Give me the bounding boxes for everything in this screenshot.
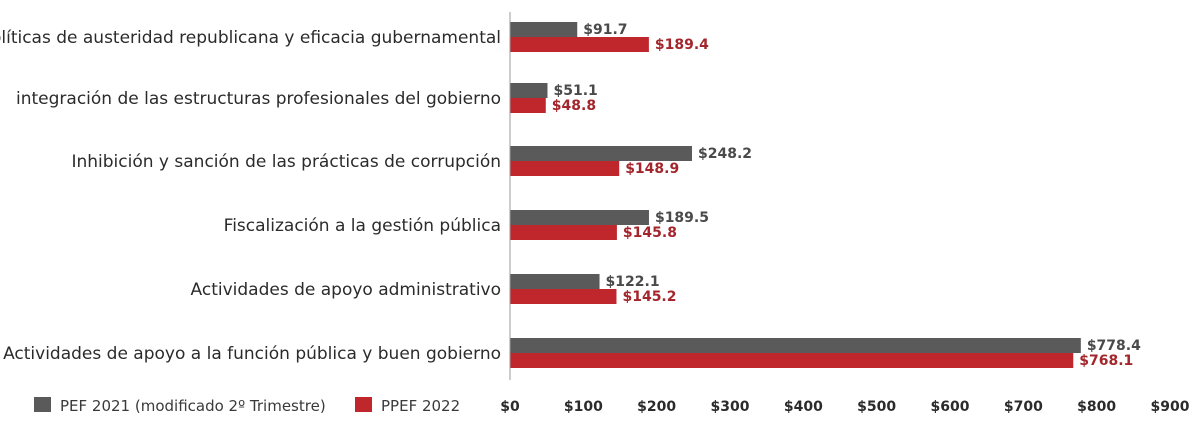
data-label-pef-2021: $189.5 xyxy=(655,210,709,226)
category-label: Inhibición y sanción de las prácticas de… xyxy=(71,152,501,172)
data-label-ppef-2022: $145.8 xyxy=(623,225,677,241)
data-label-pef-2021: $248.2 xyxy=(698,146,752,162)
bar-pef-2021 xyxy=(510,338,1081,353)
category-label: Políticas de austeridad republicana y ef… xyxy=(0,28,501,48)
bar-pef-2021 xyxy=(510,146,693,161)
legend-label-ppef-2022: PPEF 2022 xyxy=(381,397,460,415)
bar-ppef-2022 xyxy=(510,98,546,113)
bar-ppef-2022 xyxy=(510,353,1074,368)
value-labels: $91.7$189.4$51.1$48.8$248.2$148.9$189.5$… xyxy=(552,22,1141,369)
bar-ppef-2022 xyxy=(510,37,649,52)
bar-ppef-2022 xyxy=(510,289,617,304)
x-tick-label: $600 xyxy=(931,399,970,415)
legend-swatch-ppef-2022 xyxy=(355,397,372,412)
data-label-ppef-2022: $768.1 xyxy=(1079,353,1133,369)
bar-pef-2021 xyxy=(510,274,600,289)
bar-ppef-2022 xyxy=(510,161,620,176)
bar-pef-2021 xyxy=(510,83,548,98)
data-label-ppef-2022: $145.2 xyxy=(622,289,676,305)
data-label-pef-2021: $122.1 xyxy=(606,274,660,290)
legend: PEF 2021 (modificado 2º Trimestre) PPEF … xyxy=(34,397,460,415)
legend-swatch-pef-2021 xyxy=(34,397,51,412)
bar-ppef-2022 xyxy=(510,225,617,240)
data-label-pef-2021: $51.1 xyxy=(553,83,597,99)
x-tick-label: $200 xyxy=(637,399,676,415)
category-label: integración de las estructuras profesion… xyxy=(16,89,501,109)
bars xyxy=(510,22,1081,368)
category-label: Fiscalización a la gestión pública xyxy=(224,216,501,236)
data-label-ppef-2022: $189.4 xyxy=(655,37,709,53)
x-tick-label: $700 xyxy=(1004,399,1043,415)
x-tick-label: $0 xyxy=(500,399,520,415)
x-tick-label: $300 xyxy=(711,399,750,415)
x-tick-label: $900 xyxy=(1151,399,1190,415)
x-tick-label: $800 xyxy=(1077,399,1116,415)
x-tick-label: $100 xyxy=(564,399,603,415)
category-labels: Políticas de austeridad republicana y ef… xyxy=(0,28,501,364)
data-label-ppef-2022: $48.8 xyxy=(552,98,596,114)
data-label-pef-2021: $91.7 xyxy=(583,22,627,38)
x-tick-label: $500 xyxy=(857,399,896,415)
bar-pef-2021 xyxy=(510,210,649,225)
bar-pef-2021 xyxy=(510,22,578,37)
legend-label-pef-2021: PEF 2021 (modificado 2º Trimestre) xyxy=(60,397,326,415)
category-label: Actividades de apoyo a la función públic… xyxy=(3,344,501,364)
category-label: Actividades de apoyo administrativo xyxy=(191,280,501,300)
data-label-pef-2021: $778.4 xyxy=(1087,338,1141,354)
x-tick-label: $400 xyxy=(784,399,823,415)
x-axis-tick-labels: $0 $100 $200 $300 $400 $500 $600 $700 $800 $900 xyxy=(500,399,1189,415)
data-label-ppef-2022: $148.9 xyxy=(625,161,679,177)
